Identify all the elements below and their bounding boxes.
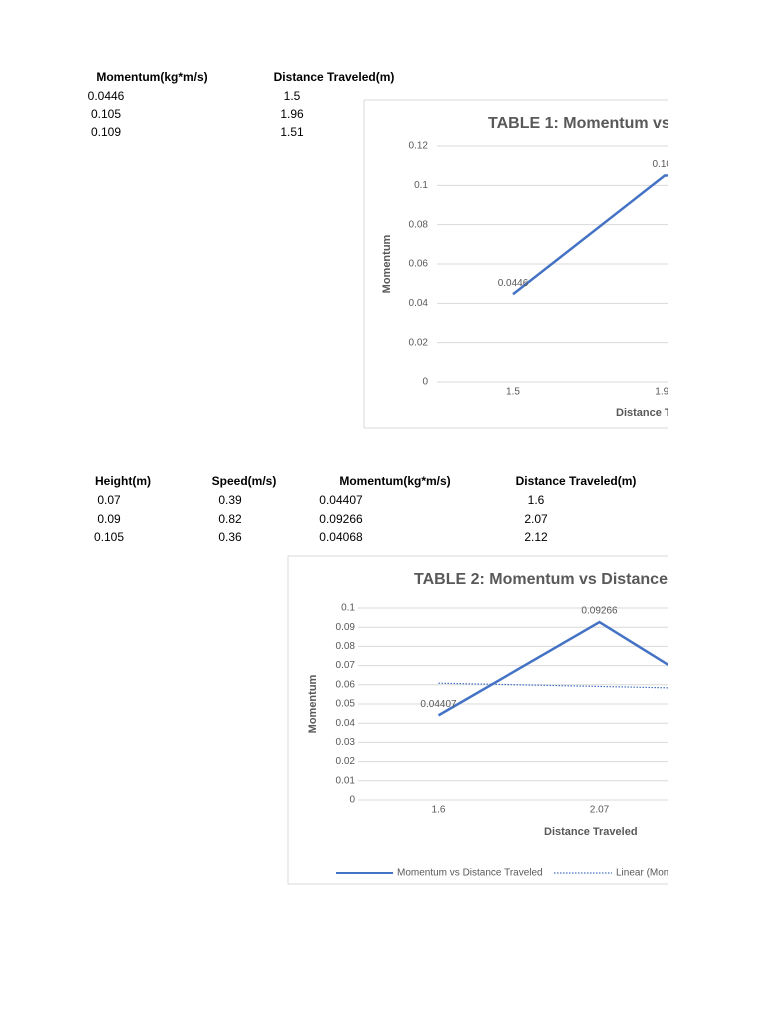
data-line	[512, 174, 668, 296]
x-tick-label: 2.07	[590, 805, 610, 816]
y-tick-label: 0.09	[336, 622, 356, 633]
y-tick-label: 0.07	[336, 660, 356, 671]
y-tick-label: 0.04	[336, 718, 356, 729]
data-label: 0.0446	[498, 278, 529, 289]
y-axis-title: Momentum	[307, 674, 319, 733]
table-cell: 1.96	[280, 107, 304, 121]
table-cell: 0.09266	[319, 512, 363, 526]
y-tick-label: 0.12	[409, 141, 429, 152]
table-cell: 0.09	[97, 512, 121, 526]
table-cell: 1.51	[280, 125, 304, 139]
chart-area	[287, 555, 668, 885]
y-tick-label: 0.08	[409, 219, 429, 230]
data-label: 0.04407	[420, 699, 457, 710]
y-tick-label: 0.06	[336, 679, 356, 690]
y-tick-label: 0.06	[409, 259, 429, 270]
table-header: Distance Traveled(m)	[274, 70, 395, 84]
table-cell: 0.82	[218, 512, 242, 526]
table-header: Momentum(kg*m/s)	[96, 70, 207, 84]
y-tick-label: 0.02	[409, 337, 429, 348]
x-tick-label: 1.6	[432, 805, 446, 816]
y-axis-title: Momentum	[381, 234, 393, 293]
legend-label: Linear (Momentum vs Distance Traveled)	[616, 868, 768, 879]
charts: TABLE 1: Momentum vs Distance Traveled 0 0…	[287, 99, 768, 885]
table-cell: 0.07	[97, 493, 121, 507]
y-tick-label: 0.05	[336, 699, 356, 710]
y-tick-label: 0	[422, 377, 428, 388]
table-cell: 1.6	[528, 493, 545, 507]
x-tick-label: 1.96	[655, 387, 675, 398]
y-tick-label: 0.08	[336, 641, 356, 652]
y-tick-label: 0.03	[336, 737, 356, 748]
legend-label: Momentum vs Distance Traveled	[397, 868, 543, 879]
table-header: Momentum(kg*m/s)	[339, 474, 450, 488]
data-label: 0.09266	[581, 606, 618, 617]
table-header: Height(m)	[95, 474, 151, 488]
table-cell: 0.0446	[88, 89, 125, 103]
y-tick-label: 0.02	[336, 756, 356, 767]
table-cell: 0.04407	[319, 493, 363, 507]
table-cell: 1.5	[284, 89, 301, 103]
tables: Momentum(kg*m/s) Distance Traveled(m) 0.04…	[88, 70, 637, 544]
chart-title: TABLE 2: Momentum vs Distance Traveled	[414, 571, 737, 588]
table-header: Speed(m/s)	[212, 474, 277, 488]
data-label: 0.105	[652, 159, 677, 170]
data-label: 0.04068	[742, 706, 768, 717]
y-tick-label: 0.04	[409, 298, 429, 309]
y-tick-label: 0	[349, 795, 355, 806]
table-header: Distance Traveled(m)	[516, 474, 637, 488]
table-cell: 2.07	[524, 512, 548, 526]
chart-title: TABLE 1: Momentum vs Distance Traveled	[488, 115, 768, 132]
table-cell: 0.36	[218, 530, 242, 544]
y-tick-label: 0.01	[336, 775, 356, 786]
x-axis-title: Distance Traveled	[616, 407, 710, 419]
y-tick-label: 0.1	[341, 603, 355, 614]
y-tick-label: 0.1	[414, 180, 428, 191]
x-axis-title: Distance Traveled	[544, 826, 638, 838]
table-cell: 0.39	[218, 493, 242, 507]
table-cell: 0.109	[91, 125, 121, 139]
x-tick-label: 2.12	[751, 805, 768, 816]
table-cell: 2.12	[524, 530, 548, 544]
data-line	[437, 620, 668, 717]
table-cell: 0.04068	[319, 530, 363, 544]
x-tick-label: 1.5	[506, 387, 520, 398]
table-cell: 0.105	[94, 530, 124, 544]
table-cell: 0.105	[91, 107, 121, 121]
